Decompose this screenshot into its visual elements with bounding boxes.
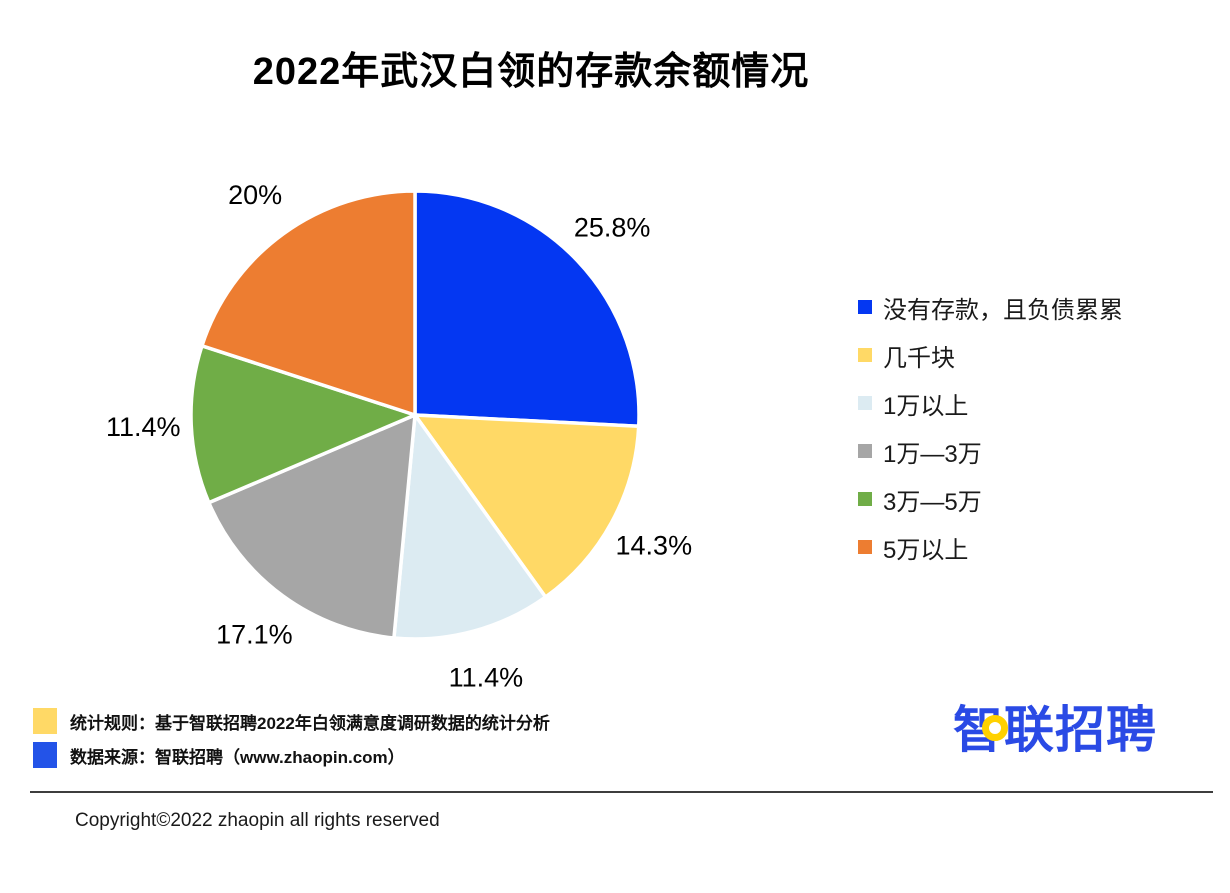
legend-swatch-icon: [858, 300, 872, 314]
footer-divider: [30, 791, 1213, 793]
footnote-stat-rule-text: 统计规则：基于智联招聘2022年白领满意度调研数据的统计分析: [70, 713, 550, 733]
pie-data-label-3: 17.1%: [216, 620, 293, 650]
data-source-swatch-icon: [33, 742, 57, 768]
pie-slice-2: [392, 413, 548, 641]
footnote-stat-rule: 统计规则：基于智联招聘2022年白领满意度调研数据的统计分析: [33, 704, 550, 738]
zhaopin-logo: 智联招聘: [953, 703, 1173, 763]
stat-rule-swatch-icon: [33, 708, 57, 734]
pie-slice-1: [413, 413, 641, 599]
footnote-data-source-text: 数据来源：智联招聘（www.zhaopin.com）: [70, 747, 405, 767]
legend-item-5: 5万以上: [858, 523, 1123, 571]
pie-data-label-1: 14.3%: [616, 530, 693, 560]
legend-item-1: 几千块: [858, 331, 1123, 379]
legend-label: 3万—5万: [883, 488, 982, 516]
legend-item-3: 1万—3万: [858, 427, 1123, 475]
chart-legend: 没有存款，且负债累累 几千块 1万以上 1万—3万 3万—5万 5万以上: [858, 283, 1123, 571]
legend-item-0: 没有存款，且负债累累: [858, 283, 1123, 331]
legend-swatch-icon: [858, 492, 872, 506]
pie-chart: 25.8% 14.3% 11.4% 17.1% 11.4% 20%: [106, 180, 693, 693]
copyright-text: Copyright©2022 zhaopin all rights reserv…: [75, 810, 440, 831]
pie-data-label-5: 20%: [228, 180, 282, 210]
pie-slice-0: [413, 189, 641, 428]
pie-slice-5: [200, 189, 417, 417]
legend-label: 1万以上: [883, 392, 969, 420]
legend-label: 几千块: [883, 344, 955, 372]
legend-label: 1万—3万: [883, 440, 982, 468]
legend-label: 没有存款，且负债累累: [883, 296, 1123, 324]
legend-swatch-icon: [858, 540, 872, 554]
chart-title: 2022年武汉白领的存款余额情况: [252, 51, 810, 93]
footnote-data-source: 数据来源：智联招聘（www.zhaopin.com）: [33, 738, 550, 772]
legend-swatch-icon: [858, 444, 872, 458]
legend-label: 5万以上: [883, 536, 969, 564]
zhaopin-logo-circle-icon: [982, 715, 1008, 741]
pie-slice-4: [189, 344, 417, 505]
legend-swatch-icon: [858, 396, 872, 410]
legend-item-4: 3万—5万: [858, 475, 1123, 523]
pie-slice-3: [207, 413, 417, 640]
legend-item-2: 1万以上: [858, 379, 1123, 427]
pie-data-label-0: 25.8%: [574, 213, 651, 243]
footnotes: 统计规则：基于智联招聘2022年白领满意度调研数据的统计分析 数据来源：智联招聘…: [33, 704, 550, 772]
pie-data-label-4: 11.4%: [106, 412, 181, 442]
legend-swatch-icon: [858, 348, 872, 362]
pie-data-label-2: 11.4%: [449, 663, 524, 693]
